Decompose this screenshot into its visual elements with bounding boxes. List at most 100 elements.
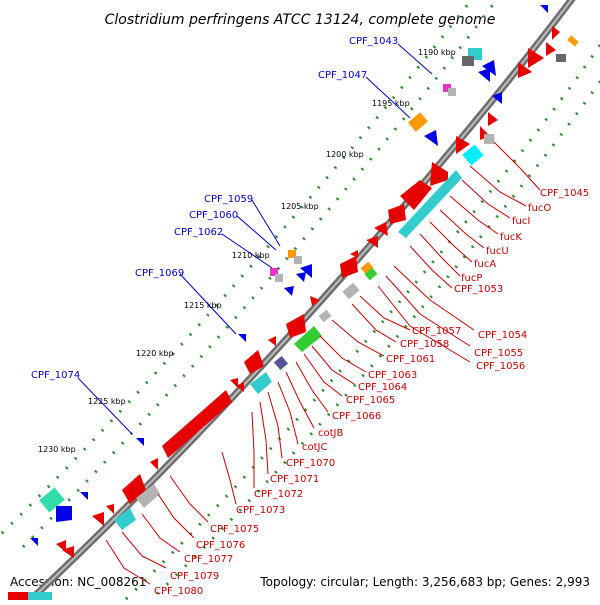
gene-magenta-block	[443, 84, 451, 92]
gene-cyan-block	[250, 372, 272, 394]
gene-label: CPF_1045	[540, 188, 589, 199]
leader-line	[377, 285, 471, 363]
gene-label: CPF_1080	[154, 586, 203, 597]
gene-arrow	[488, 112, 498, 126]
gene-grey-block	[136, 484, 160, 508]
leader-line	[251, 199, 281, 247]
gene-label: CPF_1070	[286, 458, 335, 469]
gene-label: CPF_1056	[476, 361, 525, 372]
kbp-ticks: 1190 kbp 1195 kbp 1200 kbp 1205 kbp 1210…	[38, 48, 456, 454]
gene-label: fucK	[500, 232, 522, 243]
gene-label: cotJC	[302, 442, 327, 453]
gene-label: CPF_1073	[236, 505, 285, 516]
leader-line	[105, 539, 151, 585]
tick-label: 1225 kbp	[88, 397, 126, 406]
gene-green-block	[364, 267, 378, 281]
leader-line	[236, 215, 277, 251]
tick-label: 1205 kbp	[281, 202, 319, 211]
gene-arrow	[528, 48, 544, 68]
gene-arrow	[286, 314, 306, 338]
gene-label: CPF_1059	[204, 194, 253, 205]
leader-line	[259, 401, 269, 475]
gene-label: CPF_1076	[196, 540, 245, 551]
leader-line	[311, 345, 355, 385]
topology-text: Topology: circular; Length: 3,256,683 bp…	[259, 575, 590, 589]
leader-line	[267, 391, 283, 459]
gene-arrow	[310, 296, 320, 306]
accession-text: Accession: NC_008261	[10, 575, 146, 589]
gene-arrow	[424, 130, 438, 146]
leader-line	[439, 209, 485, 249]
gene-label: CPF_1061	[386, 354, 435, 365]
gene-arrow	[400, 180, 432, 210]
leader-line	[319, 335, 367, 373]
gene-arrow	[366, 236, 378, 248]
leader-line	[359, 295, 411, 331]
gene-green-block	[39, 487, 65, 513]
gene-label: CPF_1072	[254, 489, 303, 500]
gene-arrow	[552, 26, 560, 40]
gene-arrow	[350, 250, 358, 258]
gene-label: CPF_1057	[412, 326, 461, 337]
gene-grey-block	[294, 256, 302, 264]
gene-label: CPF_1062	[174, 227, 223, 238]
gene-arrow	[106, 504, 114, 514]
gene-label: fucI	[512, 216, 530, 227]
leader-line	[331, 319, 385, 357]
map-title: Clostridium perfringens ATCC 13124, comp…	[105, 12, 496, 28]
gene-arrow	[230, 378, 238, 388]
tick-label: 1220 kbp	[136, 349, 174, 358]
gene-green-block	[294, 326, 322, 352]
gene-label: CPF_1054	[478, 330, 527, 341]
genome-backbone	[22, 0, 576, 605]
gene-arrow	[150, 458, 158, 470]
leader-line	[121, 531, 167, 569]
gene-label: CPF_1053	[454, 284, 503, 295]
gene-label: CPF_1064	[358, 382, 407, 393]
reverse-strand-features	[30, 5, 548, 546]
forward-gene-labels: CPF_1045 fucO fucI fucK fucU fucA fucP C…	[105, 141, 589, 597]
gene-label: CPF_1058	[400, 339, 449, 350]
reverse-gene-labels: CPF_1043 CPF_1047 CPF_1059 CPF_1060 CPF_…	[31, 36, 433, 435]
leader-line	[393, 265, 475, 331]
gene-label: fucP	[461, 273, 482, 284]
leader-line	[251, 411, 255, 488]
gene-cyan-block	[462, 144, 484, 166]
gene-label: CPF_1043	[349, 36, 398, 47]
gene-arrow	[340, 256, 358, 278]
tick-label: 1190 kbp	[418, 48, 456, 57]
gene-orange-block	[408, 112, 428, 132]
gene-grey-block	[556, 54, 566, 62]
gene-grey-block	[462, 56, 474, 66]
gene-arrow	[62, 546, 74, 558]
gene-arrow	[236, 382, 244, 392]
inner-dotted-track	[118, 44, 600, 605]
gene-label: CPF_1074	[31, 370, 80, 381]
gene-magenta-block	[270, 268, 278, 276]
outer-dotted-track	[0, 0, 474, 538]
gene-arrow	[518, 62, 532, 78]
tick-label: 1200 kbp	[326, 150, 364, 159]
gene-arrow	[92, 512, 104, 526]
leader-line	[419, 233, 461, 277]
gene-label: fucA	[474, 259, 496, 270]
leader-line	[221, 233, 273, 269]
gene-label: CPF_1069	[135, 268, 184, 279]
genome-backbone-highlight	[24, 0, 573, 605]
gene-arrow	[478, 68, 490, 82]
forward-strand-features	[8, 26, 579, 602]
leader-line	[449, 195, 499, 235]
gene-label: CPF_1055	[474, 348, 523, 359]
tick-label: 1215 kbp	[184, 301, 222, 310]
leader-line	[429, 221, 473, 263]
gene-cyan-block	[28, 592, 52, 602]
leader-line	[157, 493, 195, 539]
tick-label: 1210 kbp	[232, 251, 270, 260]
gene-arrow	[238, 334, 246, 342]
gene-label: CPF_1077	[184, 554, 233, 565]
gene-grey-block	[484, 134, 494, 144]
gene-arrow	[136, 438, 144, 446]
leader-line	[285, 371, 315, 429]
gene-label: cotJB	[318, 428, 343, 439]
gene-label: fucU	[486, 246, 509, 257]
